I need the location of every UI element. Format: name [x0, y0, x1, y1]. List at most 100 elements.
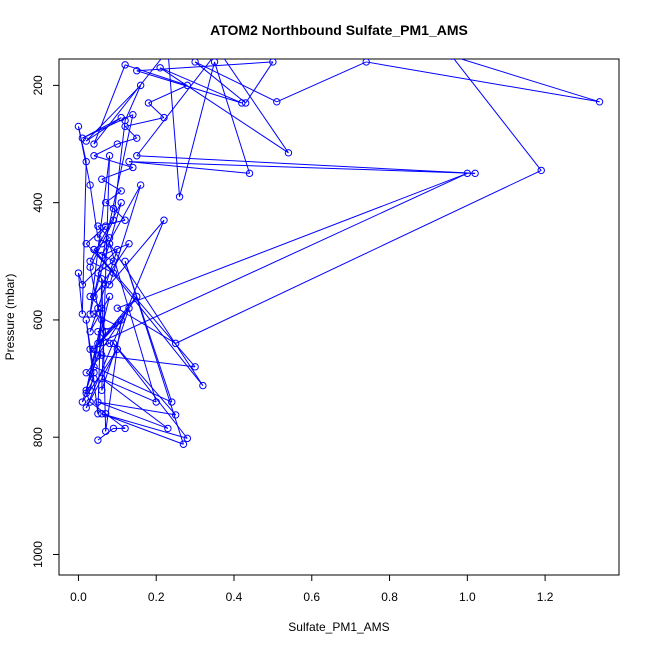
data-point: [101, 281, 110, 289]
series-line-segment: [85, 378, 95, 394]
series-line-segment: [93, 366, 172, 403]
data-point: [98, 410, 106, 418]
data-point: [121, 424, 129, 433]
data-point: [105, 240, 114, 248]
data-point: [86, 257, 94, 265]
series-line-segment: [93, 155, 134, 168]
data-point: [109, 424, 118, 433]
data-point: [449, 59, 455, 60]
series-line-segment: [128, 161, 250, 174]
data-point: [105, 292, 114, 301]
data-point: [98, 251, 106, 260]
series-line-segment: [101, 278, 107, 432]
y-tick-label: 200: [31, 75, 45, 95]
data-point: [78, 281, 87, 289]
data-point: [362, 59, 370, 66]
data-point: [101, 198, 110, 207]
data-point: [269, 59, 277, 66]
series-line-segment: [89, 249, 118, 332]
data-point: [245, 169, 254, 178]
data-point: [98, 351, 106, 359]
x-tick-label: 0.6: [303, 590, 320, 604]
series-line-segment: [101, 378, 169, 429]
y-tick-label: 1000: [31, 541, 45, 568]
data-point: [471, 169, 479, 178]
series-line-segment: [89, 220, 114, 268]
data-point: [191, 363, 199, 371]
y-axis-label: Pressure (mbar): [3, 274, 17, 361]
data-point: [94, 351, 102, 359]
series-line-segment: [113, 343, 177, 416]
data-point: [90, 292, 98, 301]
data-point: [82, 240, 90, 248]
data-point: [238, 99, 246, 107]
series-line-segment: [175, 169, 542, 344]
data-point: [86, 327, 94, 336]
series-line-segment: [97, 172, 468, 344]
series-line-segment: [214, 61, 251, 174]
x-tick-label: 0.4: [226, 590, 243, 604]
series-line-segment: [77, 126, 91, 186]
data-point: [98, 240, 106, 248]
data-point: [90, 363, 98, 371]
series-line-segment: [105, 202, 114, 209]
series-line-segment: [81, 161, 87, 315]
series-line-segment: [159, 67, 289, 154]
data-point: [109, 204, 118, 213]
series-line-segment: [159, 67, 242, 104]
series-line-segment: [113, 208, 126, 221]
x-tick-label: 0.8: [381, 590, 398, 604]
data-point: [90, 345, 98, 353]
data-point: [241, 99, 250, 107]
data-point: [191, 59, 199, 66]
data-point: [133, 292, 141, 301]
data-point: [86, 398, 94, 406]
data-point: [133, 67, 141, 75]
data-point: [171, 411, 180, 419]
series-line-segment: [117, 172, 468, 309]
data-point: [101, 222, 110, 230]
data-point: [101, 427, 110, 436]
data-point: [94, 234, 102, 242]
data-point: [113, 245, 122, 254]
series-line-segment: [109, 243, 204, 386]
series-line-segment: [85, 296, 111, 391]
data-point: [86, 181, 94, 189]
series-line-segment: [89, 267, 99, 309]
data-point: [98, 386, 106, 394]
series-line-segment: [194, 61, 246, 104]
series-line-segment: [179, 61, 216, 197]
series-line-segment: [93, 64, 126, 145]
chart-title: ATOM2 Northbound Sulfate_PM1_AMS: [210, 22, 468, 38]
data-point: [125, 304, 133, 312]
data-point: [86, 292, 94, 301]
x-tick-label: 0.2: [148, 590, 165, 604]
data-point: [537, 166, 545, 175]
data-point: [179, 440, 188, 448]
series-line-segment: [245, 61, 274, 104]
y-tick-label: 600: [31, 310, 45, 330]
x-tick-label: 0.0: [70, 590, 87, 604]
data-point: [78, 134, 87, 142]
data-point: [98, 275, 106, 283]
data-point: [109, 257, 118, 265]
data-point: [463, 169, 472, 178]
data-point: [129, 163, 137, 172]
data-point: [125, 240, 133, 248]
series-line-segment: [101, 378, 157, 403]
data-point: [215, 47, 221, 53]
series-line-segment: [97, 225, 110, 239]
data-point: [98, 316, 106, 324]
series-line-segment: [109, 219, 165, 286]
data-point: [183, 81, 192, 90]
data-point: [86, 345, 94, 353]
series-line-segment: [453, 59, 542, 171]
y-tick-label: 800: [31, 427, 45, 447]
data-point: [101, 327, 110, 336]
data-point: [595, 98, 604, 106]
data-point: [113, 322, 122, 330]
series-line-segment: [125, 117, 165, 127]
data-point: [82, 386, 90, 394]
data-point: [273, 98, 281, 106]
data-point: [160, 216, 168, 224]
